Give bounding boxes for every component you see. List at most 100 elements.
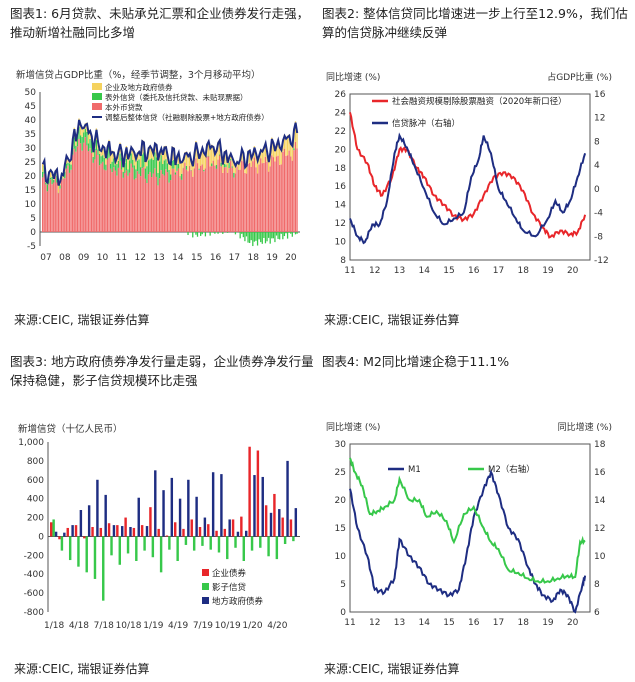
chart3-bar-corp [223, 528, 227, 537]
chart1-bar-shadow [187, 232, 189, 236]
chart1-bar-loans [92, 162, 94, 232]
chart1-bar-loans [48, 183, 50, 232]
chart3-bar-shadow [234, 536, 237, 548]
chart1-bar-loans [207, 156, 210, 232]
chart1-bar-bonds [157, 158, 159, 173]
chart1-bar-shadow [291, 232, 293, 237]
chart2-ytick-left: 16 [335, 182, 347, 192]
chart1-bar-shadow [283, 232, 286, 237]
chart1-bar-loans [65, 168, 67, 232]
chart1-bar-loans [171, 168, 173, 232]
chart1-bar-loans [209, 166, 211, 232]
chart2-ytick-left: 14 [335, 201, 347, 211]
chart1-xtick: 13 [153, 253, 164, 263]
chart1-xtick: 07 [40, 253, 51, 263]
chart1-bar-loans [97, 154, 99, 232]
chart1-bar-shadow [228, 162, 230, 169]
chart1-bar-shadow [266, 232, 268, 242]
chart1-bar-loans [285, 155, 287, 232]
chart3-bar-shadow [292, 536, 295, 542]
chart1-xtick: 12 [134, 253, 145, 263]
chart1-bar-loans [244, 172, 246, 232]
chart1-bar-loans [215, 168, 218, 232]
chart1-bar-shadow [102, 155, 104, 162]
chart1-bar-bonds [201, 146, 203, 165]
chart1-bar-shadow [271, 232, 273, 239]
chart3-bar-lgb [269, 512, 273, 537]
chart1-bar-bonds [181, 160, 183, 174]
chart1-bar-shadow [155, 157, 158, 177]
chart2-svg: 同比增速 (%) 占GDP比重 (%) 8 10 12 14 16 18 20 22 24 26 -12… [326, 71, 612, 276]
chart1-bar-shadow [100, 156, 102, 164]
chart1-bar-loans [113, 167, 115, 232]
chart1-bar-shadow [261, 232, 263, 244]
chart1-bar-shadow [242, 232, 244, 238]
chart3-ytick: 1,000 [18, 438, 44, 448]
chart3-bar-corp [231, 519, 235, 537]
chart1-bar-shadow [218, 154, 221, 156]
chart3-bar-shadow [60, 536, 64, 551]
chart4-ytick-right: 16 [594, 468, 606, 478]
chart3-ytick: 600 [27, 476, 44, 486]
chart3-bar-shadow [283, 536, 287, 544]
chart1-bar-loans [282, 151, 284, 232]
chart1-bar-shadow [125, 158, 128, 171]
chart3-bar-corp [66, 527, 69, 537]
chart1-bar-shadow [179, 176, 181, 178]
chart1-bar-bonds [132, 148, 134, 160]
chart1-bar-loans [108, 157, 110, 232]
chart1-bar-shadow [165, 159, 167, 170]
chart3-bar-shadow [68, 536, 72, 561]
chart3-bar-shadow [110, 536, 113, 556]
chart1-bar-bonds [245, 164, 248, 174]
chart1-bar-bonds [162, 153, 164, 165]
chart3-bar-shadow [135, 536, 138, 561]
chart1-bar-loans [252, 161, 254, 232]
chart1-xtick: 11 [116, 253, 127, 263]
chart1-bar-shadow [234, 232, 237, 235]
chart2-ytick-right: 12 [594, 114, 605, 124]
chart3-bar-shadow [275, 536, 279, 560]
chart1-bar-bonds [239, 157, 241, 170]
chart1-bar-loans [176, 170, 178, 232]
chart1-bar-bonds [98, 148, 101, 154]
chart1-bar-loans [225, 167, 227, 232]
chart3-bar-shadow [126, 536, 130, 554]
chart1-bar-loans [272, 157, 274, 232]
chart1-bar-loans [117, 167, 120, 232]
chart1-bar-loans [214, 165, 216, 232]
chart2-ytick-left: 8 [340, 256, 346, 266]
chart1-bar-loans [42, 177, 44, 232]
chart1-bar-loans [158, 178, 161, 232]
chart1-bar-bonds [237, 162, 240, 170]
chart3-legend-swatch [202, 597, 209, 604]
chart3-bar-lgb [137, 497, 140, 537]
chart1-bar-shadow [119, 153, 121, 161]
chart2-xtick: 17 [493, 266, 504, 276]
chart4-ytick-right: 6 [594, 608, 600, 618]
chart1-bar-shadow [269, 232, 271, 244]
chart3-bar-corp [256, 450, 260, 537]
chart1-bar-shadow [290, 232, 292, 234]
chart1-bar-bonds [133, 151, 135, 166]
chart1-bar-shadow [168, 170, 170, 183]
chart1-bar-bonds [272, 141, 274, 158]
chart1-bar-loans [212, 160, 214, 232]
chart3-bar-shadow [168, 536, 171, 550]
chart3-bar-corp [215, 530, 218, 537]
chart1-bar-bonds [138, 150, 140, 160]
chart3-bar-lgb [236, 531, 240, 537]
chart3-ytick: -200 [24, 551, 45, 561]
chart1-bar-loans [181, 179, 183, 232]
chart1-bar-shadow [247, 232, 249, 243]
chart1-bar-bonds [165, 145, 167, 160]
chart1-bar-loans [87, 151, 90, 232]
chart3-bar-lgb [129, 527, 132, 537]
chart1-bar-loans [177, 168, 180, 232]
chart1-bar-loans [247, 163, 249, 232]
chart1-bar-bonds [209, 146, 211, 167]
chart3-bar-lgb [178, 498, 182, 537]
chart3-bar-lgb [187, 479, 190, 537]
chart1-xtick: 20 [285, 253, 297, 263]
chart1-bar-shadow [95, 140, 98, 151]
